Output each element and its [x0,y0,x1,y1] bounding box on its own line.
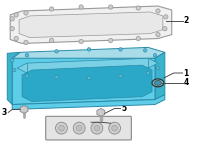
Circle shape [25,74,29,78]
Polygon shape [12,95,165,110]
Circle shape [24,11,28,15]
Text: 3: 3 [1,108,6,117]
Polygon shape [7,52,20,105]
Circle shape [163,26,167,31]
Polygon shape [20,106,28,113]
Polygon shape [12,47,165,63]
Circle shape [143,49,147,52]
Text: 4: 4 [184,78,189,87]
Circle shape [109,122,121,134]
Circle shape [49,7,54,11]
Circle shape [87,76,91,80]
Circle shape [94,125,100,131]
Circle shape [136,6,140,10]
Polygon shape [17,58,158,73]
Circle shape [87,48,91,51]
Text: 2: 2 [184,16,189,25]
Circle shape [76,125,82,131]
Circle shape [14,13,18,17]
Circle shape [119,74,122,78]
Circle shape [109,38,113,43]
Circle shape [79,5,83,9]
Polygon shape [10,6,172,44]
Ellipse shape [155,80,161,85]
Circle shape [156,9,160,13]
Circle shape [14,36,18,41]
Circle shape [136,36,140,41]
Circle shape [156,66,160,70]
Circle shape [119,48,122,51]
Text: 1: 1 [184,69,189,77]
Circle shape [79,39,83,44]
Circle shape [109,5,113,9]
Text: 6: 6 [112,119,117,128]
Circle shape [55,75,58,79]
FancyBboxPatch shape [46,116,131,140]
Circle shape [112,125,118,131]
Circle shape [25,54,29,57]
Polygon shape [155,52,165,100]
Circle shape [58,125,64,131]
Text: 5: 5 [122,104,127,113]
Polygon shape [22,65,152,102]
Circle shape [24,40,28,45]
Circle shape [164,15,168,19]
Circle shape [10,26,14,31]
Circle shape [10,17,14,21]
Circle shape [153,54,157,57]
Circle shape [146,71,150,75]
Polygon shape [97,108,105,116]
Circle shape [10,59,14,62]
Circle shape [156,32,160,37]
Circle shape [55,50,58,53]
Circle shape [49,38,54,43]
Circle shape [12,68,16,72]
Circle shape [91,122,103,134]
Ellipse shape [152,79,164,87]
Polygon shape [19,12,163,37]
Circle shape [73,122,85,134]
Circle shape [56,122,67,134]
Polygon shape [12,58,155,105]
